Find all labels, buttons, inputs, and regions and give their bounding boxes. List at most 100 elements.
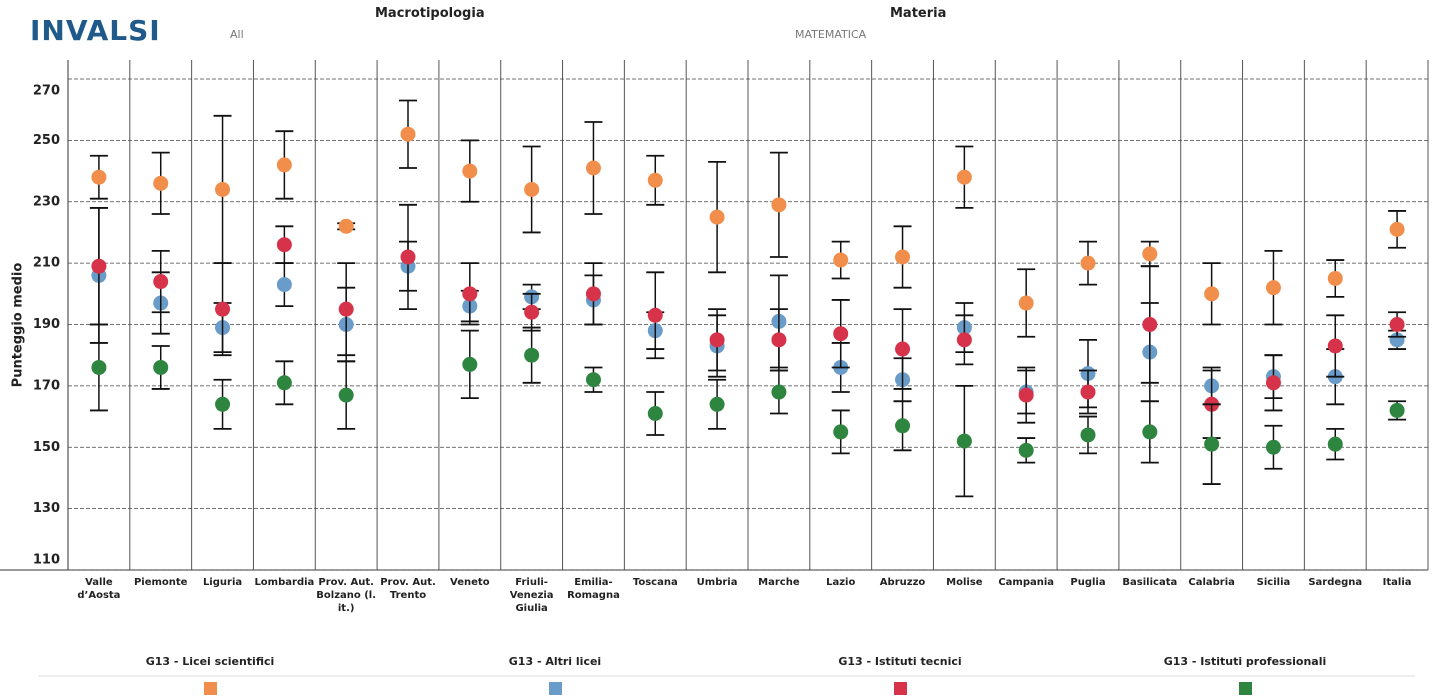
legend-swatch[interactable] xyxy=(1239,682,1252,695)
filter-value[interactable]: MATEMATICA xyxy=(795,28,867,41)
dot xyxy=(276,375,292,391)
legend-swatch[interactable] xyxy=(894,682,907,695)
dot xyxy=(153,274,169,290)
x-tick-label: Umbria xyxy=(696,577,738,588)
dot xyxy=(1142,424,1158,440)
dot xyxy=(400,126,416,142)
y-tick-label: 230 xyxy=(33,194,60,209)
x-tick-label: Piemonte xyxy=(133,577,188,588)
dot xyxy=(833,252,849,268)
dot xyxy=(153,359,169,375)
y-tick-label: 110 xyxy=(33,553,60,568)
dot xyxy=(1204,286,1220,302)
dot xyxy=(462,356,478,372)
dot xyxy=(1389,317,1405,332)
dot xyxy=(647,307,663,323)
y-tick-label: 270 xyxy=(33,84,60,99)
dot xyxy=(91,258,107,274)
legend-label: G13 - Licei scientifici xyxy=(145,655,275,668)
x-tick-label: Puglia xyxy=(1070,577,1106,588)
dot xyxy=(895,418,911,434)
filter-label: Macrotipologia xyxy=(375,6,485,21)
dot xyxy=(956,433,972,449)
dot xyxy=(524,181,540,197)
x-tick-label: Campania xyxy=(998,577,1055,588)
x-tick-label: Lazio xyxy=(826,577,856,588)
filter-value[interactable]: All xyxy=(230,28,244,41)
dot xyxy=(400,249,416,265)
x-tick-label: Liguria xyxy=(202,577,243,588)
dot xyxy=(1080,384,1096,400)
x-tick-label: Toscana xyxy=(632,577,678,588)
dot xyxy=(771,197,787,213)
dot xyxy=(462,286,478,302)
dot xyxy=(709,209,725,225)
y-tick-label: 130 xyxy=(33,501,60,516)
dot xyxy=(1204,436,1220,452)
dot xyxy=(1080,427,1096,443)
x-tick-label: Sardegna xyxy=(1308,577,1363,588)
x-tick-label: Emilia-Romagna xyxy=(567,577,620,601)
dot xyxy=(585,372,601,388)
dot xyxy=(771,384,787,400)
legend-swatch[interactable] xyxy=(204,682,217,695)
dot xyxy=(338,301,354,317)
y-axis-label: Punteggio medio xyxy=(11,263,26,388)
dot xyxy=(276,237,292,253)
dot xyxy=(462,163,478,179)
legend-label: G13 - Istituti professionali xyxy=(1163,655,1327,668)
dot xyxy=(1389,221,1405,237)
dot xyxy=(956,332,972,348)
dot xyxy=(215,181,231,197)
dot xyxy=(709,332,725,348)
dot xyxy=(647,405,663,421)
dot xyxy=(709,396,725,412)
dot xyxy=(1080,255,1096,271)
dot xyxy=(1265,375,1281,391)
x-tick-label: Friuli-Venezia Giulia xyxy=(509,577,554,614)
dot xyxy=(91,359,107,375)
x-tick-label: Abruzzo xyxy=(879,577,926,588)
dot xyxy=(1018,442,1034,458)
y-tick-label: 250 xyxy=(33,133,60,148)
y-tick-label: 150 xyxy=(33,440,60,455)
y-tick-label: 190 xyxy=(33,317,60,332)
dot xyxy=(338,387,354,403)
dot xyxy=(1265,439,1281,455)
dot xyxy=(1018,295,1034,311)
x-tick-label: Sicilia xyxy=(1256,577,1291,588)
dot xyxy=(585,286,601,302)
dot xyxy=(833,326,849,342)
legend-label: G13 - Altri licei xyxy=(508,655,602,668)
y-tick-label: 170 xyxy=(33,378,60,393)
logo: INVALSI xyxy=(30,14,161,47)
dot xyxy=(895,249,911,265)
legend-label: G13 - Istituti tecnici xyxy=(838,655,962,668)
dot xyxy=(91,169,107,185)
x-tick-label: Veneto xyxy=(450,577,490,588)
dot xyxy=(338,218,354,234)
dot xyxy=(1327,436,1343,452)
dot xyxy=(895,341,911,357)
dot xyxy=(1327,270,1343,286)
x-tick-label: Molise xyxy=(946,577,983,588)
x-tick-label: Calabria xyxy=(1188,577,1235,588)
x-tick-label: Basilicata xyxy=(1122,577,1178,588)
dot xyxy=(524,347,540,363)
x-tick-label: Prov. Aut. Trento xyxy=(380,577,436,601)
dot xyxy=(647,172,663,188)
legend-swatch[interactable] xyxy=(549,682,562,695)
filter-label: Materia xyxy=(890,6,947,21)
dot xyxy=(215,396,231,412)
dot xyxy=(1327,338,1343,354)
dot xyxy=(833,424,849,440)
dot xyxy=(524,304,540,320)
dot xyxy=(956,169,972,185)
dot xyxy=(585,160,601,176)
dot xyxy=(771,332,787,348)
dot xyxy=(1389,402,1405,418)
dot xyxy=(1018,387,1034,403)
x-tick-label: Prov. Aut. Bolzano (l. it.) xyxy=(316,577,377,614)
